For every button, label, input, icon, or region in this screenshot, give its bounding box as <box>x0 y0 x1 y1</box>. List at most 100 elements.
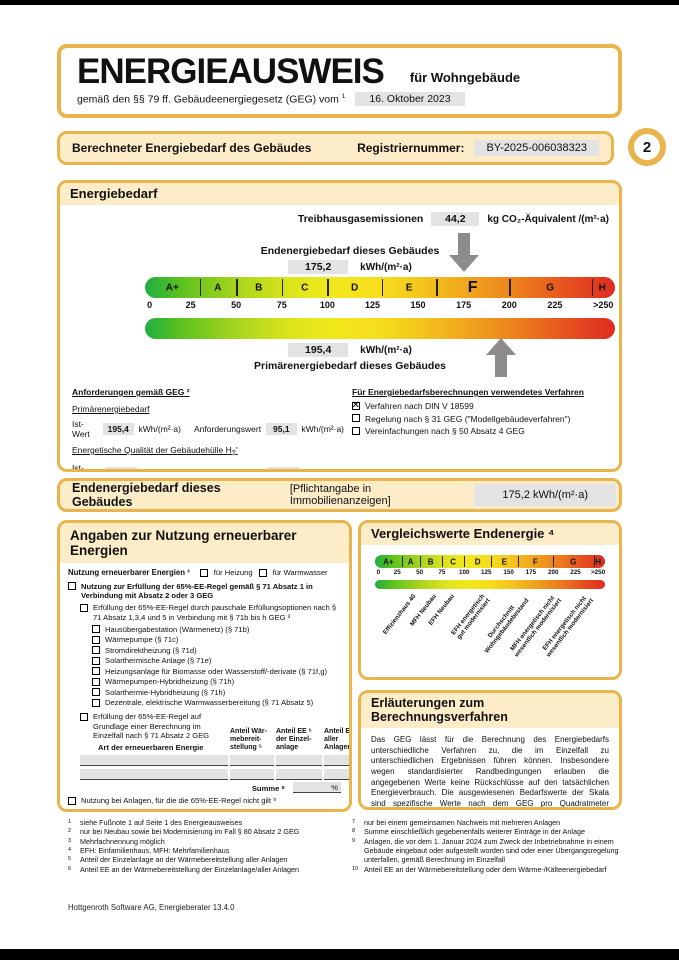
verfahren-vereinfachung-checkbox[interactable] <box>352 426 360 435</box>
vergleich-gradient-bar <box>375 580 605 589</box>
ghg-emissions-row: Treibhausgasemissionen 44,2 kg CO₂-Äquiv… <box>298 212 609 226</box>
document-subtitle: für Wohngebäude <box>409 70 521 85</box>
table1-summe-row: Summe ⁸ % <box>80 782 341 794</box>
ee-regel-row: Nutzung zur Erfüllung der 65%-EE-Regel g… <box>68 582 341 601</box>
verfahren-din-checkbox[interactable] <box>352 400 360 411</box>
energiebedarf-section: Energiebedarf Treibhausgasemissionen 44,… <box>57 180 622 472</box>
ee-option-row: Heizungsanlage für Biomasse oder Wassers… <box>92 667 341 676</box>
class-label: H <box>598 282 606 293</box>
title-box: ENERGIEAUSWEIS für Wohngebäude gemäß den… <box>57 44 622 118</box>
stromdirektheizung-checkbox[interactable] <box>92 646 100 655</box>
ee-option-row: Solarthermische Anlage (§ 71e) <box>92 656 341 665</box>
table1-col-waerme: Anteil Wär- mebereit- stellung ⁵ <box>230 728 267 752</box>
solar-hybrid-checkbox[interactable] <box>92 688 100 697</box>
endenergie-unit: kWh/(m²·a) <box>360 261 412 273</box>
verfahren-title: Für Energiebedarfsberechnungen verwendet… <box>352 387 584 397</box>
class-label-current: F <box>467 278 478 296</box>
class-label: G <box>546 282 555 293</box>
primaerenergie-value: 195,4 <box>288 343 349 357</box>
ee-option-row: Stromdirektheizung (§ 71d) <box>92 646 341 655</box>
vergleich-class-bar: A+ A B C D E F G H <box>375 555 605 568</box>
table-input-cell[interactable] <box>80 769 228 781</box>
table-input-cell[interactable] <box>80 755 228 767</box>
verfahren-block: Für Energiebedarfsberechnungen verwendet… <box>352 387 614 439</box>
primaerenergie-label: Primärenergiebedarf dieses Gebäudes <box>254 360 446 372</box>
summe-label: Summe ⁸ <box>251 784 285 793</box>
nicht-gilt-row: Nutzung bei Anlagen, für die die 65%-EE-… <box>68 796 341 805</box>
endenergie-value: 175,2 <box>288 260 349 274</box>
endenergie-marker-arrow-icon <box>449 233 480 272</box>
pauschal-checkbox[interactable] <box>80 603 88 612</box>
verfahren-modellgebaeude-checkbox[interactable] <box>352 414 360 422</box>
ee-option-row: Wärmepumpe (§ 71c) <box>92 635 341 644</box>
software-credit: Hottgenroth Software AG, Energieberater … <box>68 903 235 912</box>
warmwasser-checkbox[interactable] <box>258 568 267 577</box>
table-input-cell[interactable] <box>324 769 349 781</box>
pflichtangabe-banner: Endenergiebedarf dieses Gebäudes [Pflich… <box>57 478 622 512</box>
primaerenergie-unit: kWh/(m²·a) <box>360 344 412 356</box>
heizung-label: für Heizung <box>213 568 253 578</box>
hausuebergabestation-checkbox[interactable] <box>92 625 100 634</box>
ee-option-row: Solarthermie-Hybridheizung (§ 71h) <box>92 688 341 697</box>
footnotes-left: 1 siehe Fußnote 1 auf Seite 1 des Energie… <box>68 818 300 874</box>
section-title: Vergleichswerte Endenergie ⁴ <box>361 523 619 545</box>
biomasse-checkbox[interactable] <box>92 667 100 676</box>
footnotes-right: 7 nur bei einem gemeinsamen Nachweis mit … <box>352 818 619 874</box>
ee-option-row: Wärmepumpen-Hybridheizung (§ 71h) <box>92 677 341 686</box>
anforderungswert-label: Anforderungswert <box>195 468 262 469</box>
banner-note: [Pflichtangabe in Immobilienanzeigen] <box>289 483 391 507</box>
ist-wert-label: Ist-Wert <box>72 419 90 439</box>
banner-value: 175,2 kWh/(m²·a) <box>474 484 616 506</box>
unit-label: W/(m²·K) <box>304 468 344 469</box>
law-reference: gemäß den §§ 79 ff. Gebäudeenergiegesetz… <box>77 92 346 106</box>
heizung-checkbox[interactable] <box>199 568 208 577</box>
ref-label: Effizienzhaus 40 <box>381 593 418 636</box>
meta-bar: Berechneter Energiebedarf des Gebäudes R… <box>57 131 614 165</box>
anforderungen-block: Anforderungen gemäß GEG ² Primärenergieb… <box>72 387 344 472</box>
class-label: A+ <box>165 282 179 293</box>
vergleich-reference-labels: Effizienzhaus 40 MFH Neubau EFH Neubau E… <box>375 589 605 667</box>
dezentral-ww-checkbox[interactable] <box>92 698 100 707</box>
class-label: B <box>255 282 263 293</box>
einzelfall-row: Erfüllung der 65%-EE-Regel auf Grundlage… <box>80 712 228 740</box>
nicht-gilt-checkbox[interactable] <box>68 796 76 805</box>
table-input-cell[interactable] <box>276 755 322 767</box>
pauschal-row: Erfüllung der 65%-EE-Regel durch pauscha… <box>80 603 341 622</box>
ist-wert-label: Ist-Wert <box>72 462 84 472</box>
anforderungswert-label: Anforderungswert <box>194 424 262 434</box>
wp-hybrid-checkbox[interactable] <box>92 677 100 686</box>
class-label: A <box>214 282 222 293</box>
table-input-cell[interactable] <box>276 769 322 781</box>
anforderungen-title: Anforderungen gemäß GEG ² <box>72 387 190 397</box>
vergleich-tick-labels: 0 25 50 75 100 125 150 175 200 225 >250 <box>376 569 606 576</box>
primaerenergie-marker-arrow-icon <box>485 338 516 377</box>
class-label: D <box>350 282 359 293</box>
page-top-edge <box>0 0 679 5</box>
endenergie-label: Endenergiebedarf dieses Gebäudes <box>260 245 440 257</box>
section-title: Energiebedarf <box>60 183 619 205</box>
primaer-anforderung-value: 95,1 <box>266 423 297 435</box>
unit-label: W/(m²·K) <box>142 468 182 469</box>
class-label: E <box>405 282 413 293</box>
table-input-cell[interactable] <box>230 755 274 767</box>
energy-scale: A+ A B C D E F G H 0 25 50 75 100 125 15… <box>145 233 615 377</box>
einzelfall-checkbox[interactable] <box>80 712 88 721</box>
table1-col-ee-einzel: Anteil EE ⁶ der Einzel- anlage <box>276 728 312 752</box>
verfahren-item: Verfahren nach DIN V 18599 <box>352 400 614 411</box>
table-input-cell[interactable] <box>230 769 274 781</box>
table-input-cell[interactable] <box>324 755 349 767</box>
certificate-type-label: Berechneter Energiebedarf des Gebäudes <box>72 141 312 155</box>
primaer-ist-value: 195,4 <box>103 423 134 435</box>
primaerenergie-value-row: 195,4 kWh/(m²·a) <box>210 343 490 357</box>
document-title: ENERGIEAUSWEIS <box>77 52 385 91</box>
class-label: C <box>301 282 309 293</box>
table1-col-art: Art der erneuerbaren Energie <box>98 743 204 752</box>
ghg-unit: kg CO₂-Äquivalent /(m²·a) <box>487 213 609 225</box>
ee-regel-checkbox[interactable] <box>68 582 76 591</box>
waermepumpe-checkbox[interactable] <box>92 635 100 644</box>
primaerenergiebedarf-heading: Primärenergiebedarf <box>72 404 150 414</box>
solarthermie-checkbox[interactable] <box>92 656 100 665</box>
gebaeudehuelle-heading: Energetische Qualität der Gebäudehülle H… <box>72 445 238 458</box>
warmwasser-label: für Warmwasser <box>272 568 328 578</box>
vergleichswerte-section: Vergleichswerte Endenergie ⁴ A+ A B C D … <box>358 520 622 680</box>
